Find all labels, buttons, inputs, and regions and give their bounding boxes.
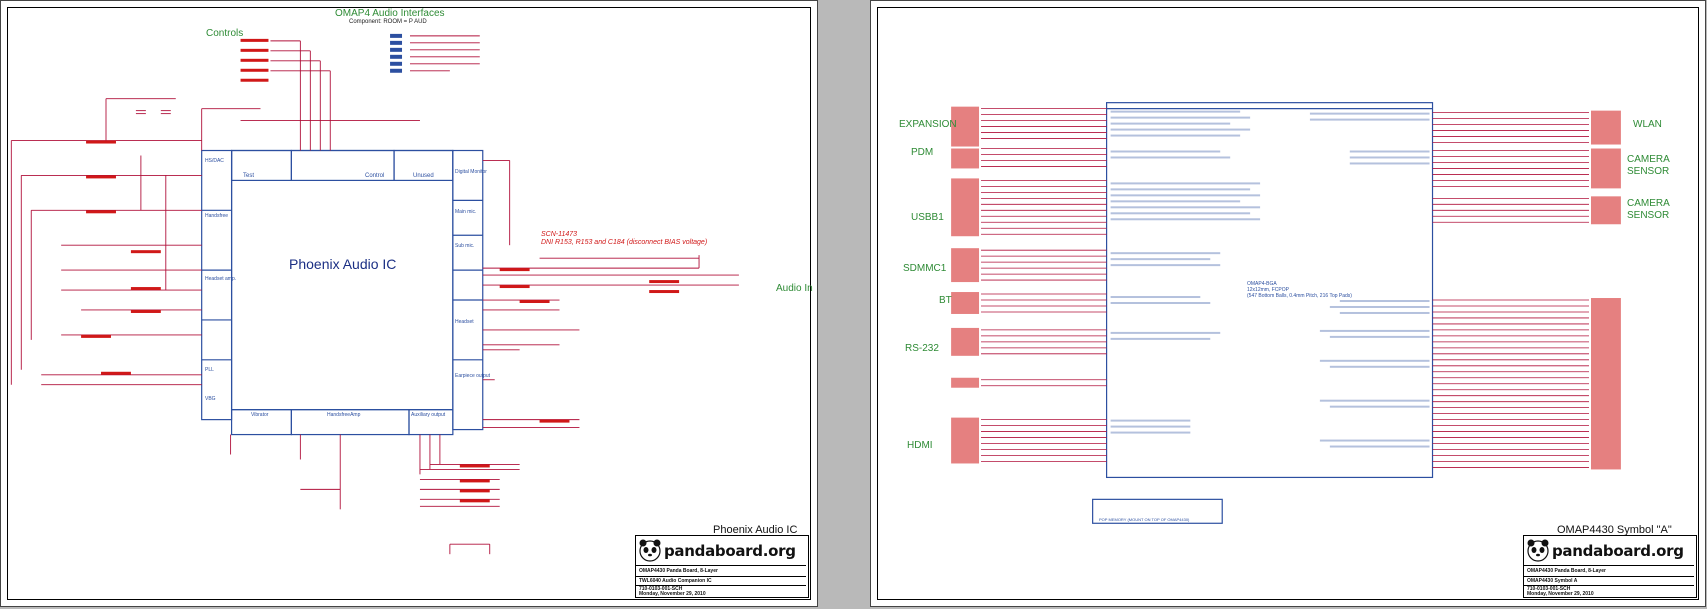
title-block-line4: Monday, November 29, 2010 (1527, 591, 1594, 597)
sheet-border (877, 7, 1699, 600)
design-note-text: DNI R153, R153 and C184 (disconnect BIAS… (541, 239, 708, 246)
group-label-expansion: EXPANSION (899, 119, 957, 130)
sheet-page-label: OMAP4430 Symbol "A" (1557, 524, 1672, 536)
group-label-sdmmc1: SDMMC1 (903, 263, 947, 274)
block-label-digital-monitor: Digital Monitor (455, 169, 487, 175)
chip-title: Phoenix Audio IC (289, 256, 397, 272)
block-label-vbg: VBG (205, 396, 216, 402)
schematic-sheet-omap4430: EXPANSION PDM USBB1 SDMMC1 BT RS-232 HDM… (870, 0, 1706, 607)
block-label-headset-amp: Headset amp. (205, 276, 237, 282)
group-label-rs232: RS-232 (905, 343, 939, 354)
omap-schematic-drawing (951, 102, 1621, 524)
group-label-camera-sensor-1: CAMERA SENSOR (1627, 154, 1670, 177)
audio-schematic-drawing (10, 33, 739, 555)
sheet-header-title: OMAP4 Audio Interfaces (335, 8, 445, 19)
title-block-logo: pandaboard.org (636, 536, 806, 566)
block-label-vibrator: Vibrator (251, 412, 269, 418)
block-label-sub-mic: Sub mic. (455, 243, 475, 249)
block-label-aux-output: Auxiliary output (411, 412, 446, 418)
title-block-line3: 710-0103-001-SCH (639, 586, 683, 592)
group-label-hdmi: HDMI (907, 440, 933, 451)
panda-logo-icon (1527, 539, 1549, 562)
title-block-line1: OMAP4430 Panda Board, 8-Layer (1527, 568, 1606, 574)
memory-label: POP MEMORY (MOUNT ON TOP OF OMAP4430) (1099, 517, 1190, 522)
title-block-line2: TWL6040 Audio Companion IC (639, 578, 712, 584)
block-label-pll: PLL (205, 367, 214, 373)
title-block-line2: OMAP4430 Symbol A (1527, 578, 1578, 584)
block-label-test: Test (243, 173, 255, 179)
chip-note-line1: OMAP4-BGA (1247, 281, 1277, 287)
group-label-usbb1: USBB1 (911, 212, 944, 223)
block-label-unused: Unused (413, 173, 434, 179)
block-label-handsfree: Handsfree (205, 213, 229, 219)
sheet-border (7, 7, 811, 600)
panda-logo-icon (639, 539, 661, 562)
group-label-wlan: WLAN (1633, 119, 1662, 130)
group-label-pdm: PDM (911, 147, 934, 158)
block-label-control: Control (365, 173, 385, 179)
controls-label: Controls (206, 28, 244, 39)
title-block: pandaboard.org OMAP4430 Panda Board, 8-L… (635, 535, 809, 598)
title-block-brand: pandaboard.org (1552, 542, 1684, 560)
title-block-line4: Monday, November 29, 2010 (639, 591, 706, 597)
chip-note-line3: (547 Bottom Balls, 0.4mm Pitch, 216 Top … (1247, 293, 1352, 299)
design-note-ref: SCN-11473 (541, 231, 578, 238)
title-block-line3: 710-0103-001-SCH (1527, 586, 1571, 592)
group-label-bt: BT (939, 295, 952, 306)
chip-note-line2: 12x12mm, FCPOP (1247, 287, 1289, 293)
group-label-camera-sensor-2: CAMERA SENSOR (1627, 198, 1670, 221)
title-block-logo: pandaboard.org (1524, 536, 1694, 566)
block-label-handsfree-amp: HandsfreeAmp (327, 412, 361, 418)
block-label-headset: Headset (455, 319, 474, 325)
block-label-main-mic: Main mic. (455, 209, 477, 215)
title-block: pandaboard.org OMAP4430 Panda Board, 8-L… (1523, 535, 1697, 598)
block-label-hsdac: HS/DAC (205, 158, 224, 164)
schematic-sheet-audio: OMAP4 Audio Interfaces Component: ROOM =… (0, 0, 818, 607)
title-block-line1: OMAP4430 Panda Board, 8-Layer (639, 568, 718, 574)
sheet-page-label: Phoenix Audio IC (713, 524, 798, 536)
title-block-brand: pandaboard.org (664, 542, 796, 560)
block-label-earpiece: Earpiece output (455, 373, 491, 379)
audio-in-label: Audio In (776, 283, 813, 294)
sheet-header-subtitle: Component: ROOM = P AUD (349, 19, 427, 25)
